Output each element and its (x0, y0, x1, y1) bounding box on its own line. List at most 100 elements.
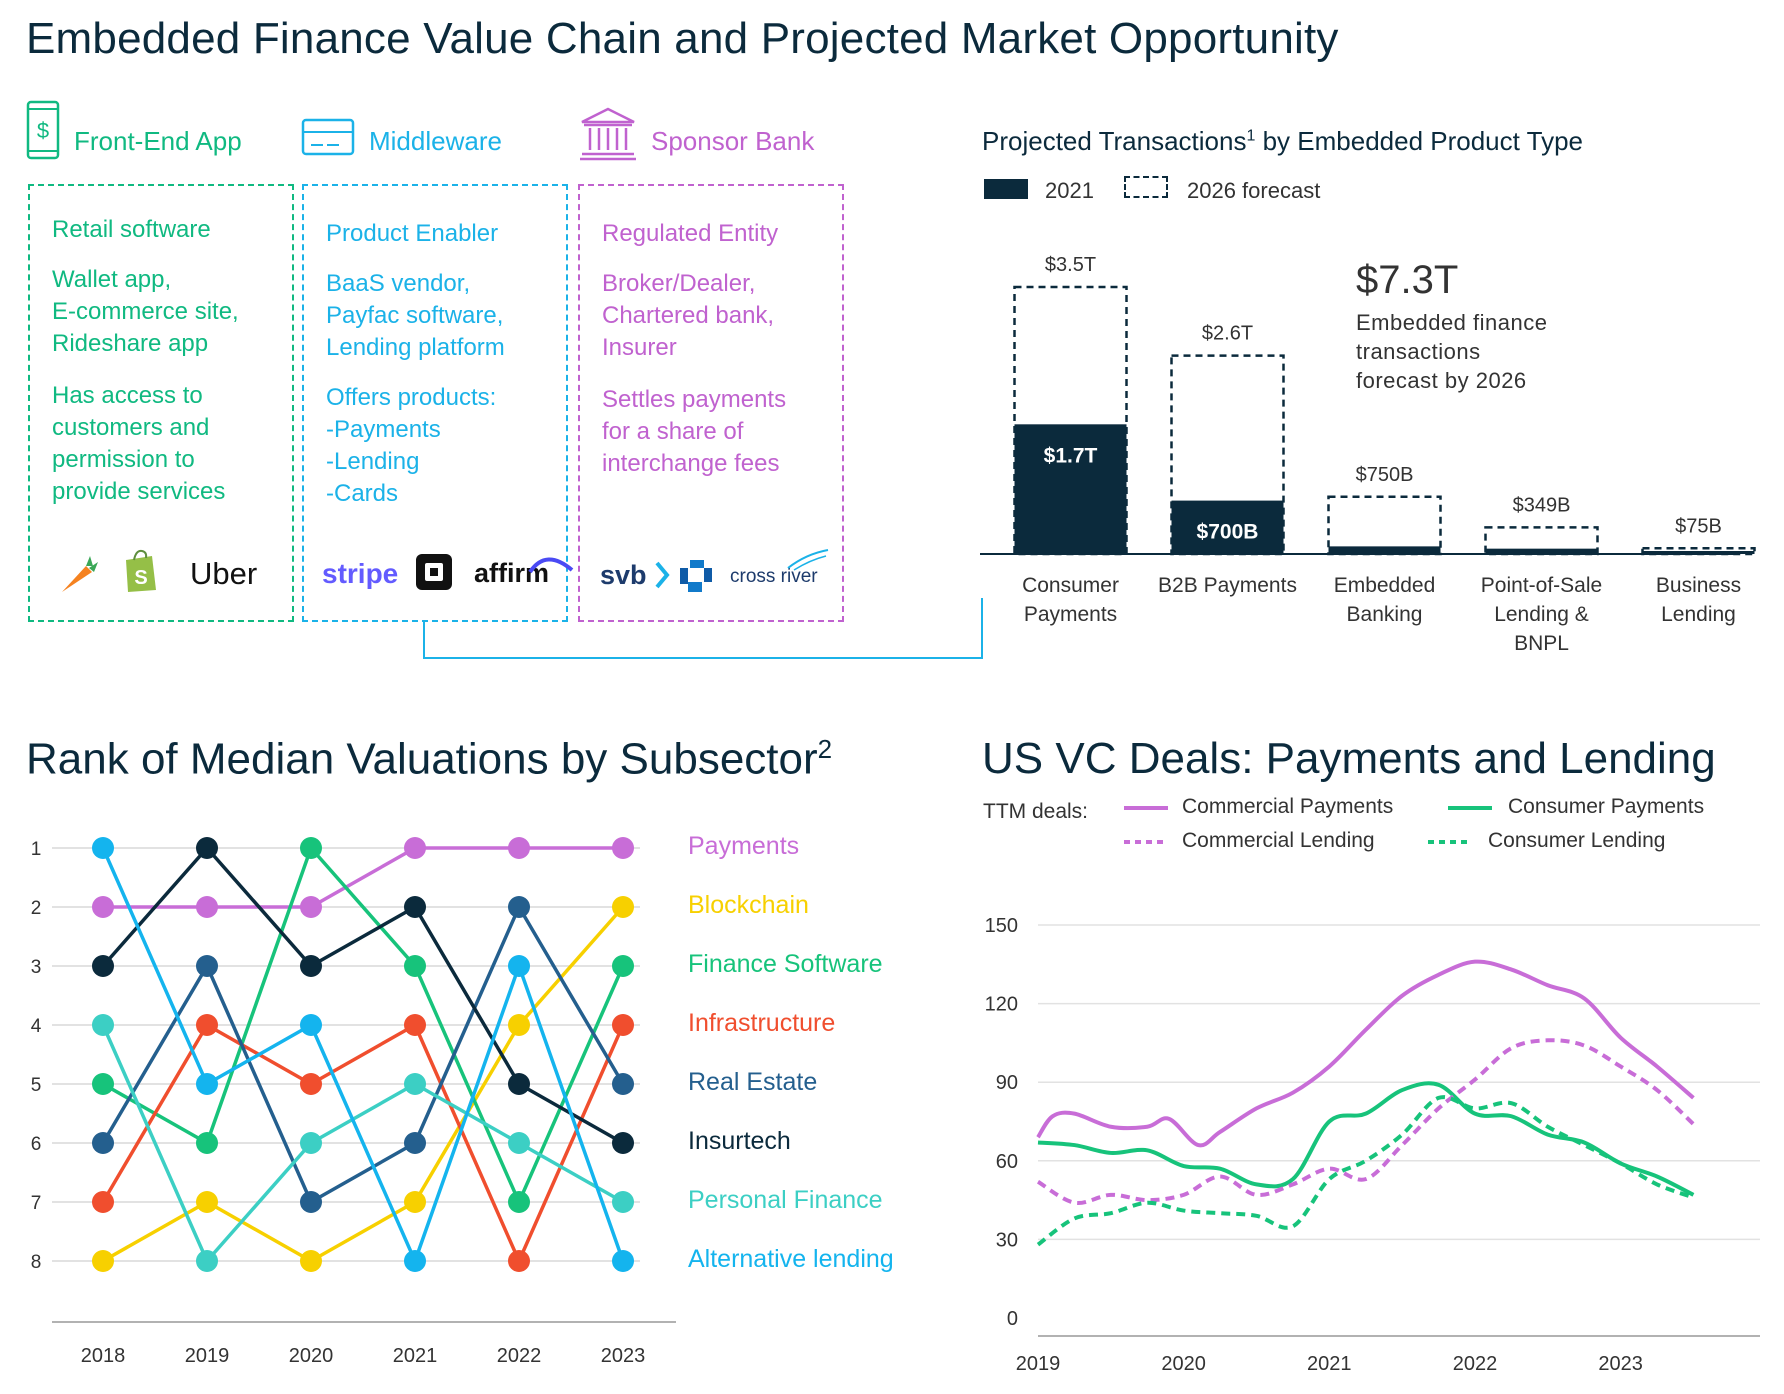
legend-2021-label: 2021 (1045, 178, 1094, 203)
vc-legend-swatch-consumer-payments (1448, 806, 1492, 810)
rank-point-infrastructure (612, 1014, 634, 1036)
sponsor-bank-role: Regulated Entity (602, 220, 779, 247)
rank-point-personal-finance (508, 1132, 530, 1154)
sponsor-bank-desc: Settles payments for a share of intercha… (602, 386, 787, 477)
rank-point-personal-finance (404, 1073, 426, 1095)
rank-point-personal-finance (92, 1014, 114, 1036)
svg-text:$: $ (37, 118, 49, 143)
rank-x-tick: 2022 (497, 1345, 542, 1367)
middleware-role: Product Enabler (326, 220, 499, 247)
vc-y-tick: 150 (985, 915, 1018, 937)
bar-category-label: Embedded Banking (1334, 574, 1436, 626)
rank-y-tick: 7 (31, 1193, 42, 1214)
rank-line-insurtech (101, 846, 624, 1145)
rank-point-alternative-lending (92, 837, 114, 859)
uber-logo: Uber (190, 556, 258, 591)
svb-logo: svb (600, 560, 647, 590)
rank-line-blockchain (102, 905, 625, 1263)
vc-y-tick: 120 (985, 994, 1018, 1016)
vc-chart: 0 30 60 90 120 150 2019 2020 2021 2022 2023 (985, 915, 1760, 1375)
rank-point-alternative-lending (404, 1250, 426, 1272)
card-icon (301, 118, 355, 156)
stripe-logo: stripe (322, 558, 399, 589)
bar-category-label: Point-of-Sale Lending & BNPL (1481, 574, 1602, 655)
rank-point-personal-finance (300, 1132, 322, 1154)
rank-y-tick: 3 (31, 957, 42, 978)
rank-point-payments (508, 837, 530, 859)
vc-x-tick: 2020 (1161, 1353, 1206, 1375)
bar-2026-label: $349B (1513, 494, 1571, 516)
sponsor-bank-examples: Broker/Dealer, Chartered bank, Insurer (602, 270, 775, 361)
bar-category-label: B2B Payments (1158, 574, 1297, 597)
bar-2021-point-of-sale-lending-bnpl (1485, 548, 1598, 554)
rank-y-tick: 4 (31, 1016, 42, 1037)
vc-legend-label-commercial-lending: Commercial Lending (1182, 829, 1375, 852)
rank-point-real-estate (196, 955, 218, 977)
rank-point-finance-software (404, 955, 426, 977)
rank-y-tick: 2 (31, 898, 42, 919)
rank-label-real-estate: Real Estate (688, 1068, 818, 1096)
rank-line-payments (103, 846, 623, 909)
rank-x-tick: 2020 (289, 1345, 334, 1367)
rank-x-tick: 2019 (185, 1345, 230, 1367)
rank-chart: 1 2 3 4 5 6 7 8 2018 2019 2020 2021 2022 2023 (31, 837, 676, 1367)
rank-line-alternative-lending (101, 847, 625, 1263)
rank-point-alternative-lending (196, 1073, 218, 1095)
vc-legend-swatch-commercial-lending (1124, 840, 1168, 844)
front-end-header: Front-End App (74, 126, 242, 156)
rank-point-real-estate (612, 1073, 634, 1095)
vc-line-commercial-lending (1036, 1038, 1695, 1206)
rank-point-real-estate (508, 896, 530, 918)
legend-2021-swatch (984, 179, 1028, 199)
vc-legend-prefix: TTM deals: (983, 800, 1089, 823)
rank-point-alternative-lending (612, 1250, 634, 1272)
rank-point-blockchain (508, 1014, 530, 1036)
carrot-logo (62, 556, 98, 592)
page-title: Embedded Finance Value Chain and Project… (26, 14, 1339, 63)
bar-category-label: Business Lending (1656, 574, 1741, 626)
bar-2026-label: $3.5T (1045, 254, 1096, 276)
rank-point-insurtech (404, 896, 426, 918)
rank-y-tick: 1 (31, 839, 42, 860)
bar-2021-embedded-banking (1328, 546, 1441, 554)
bar-2021-label: $1.7T (1044, 444, 1098, 467)
rank-point-payments (92, 896, 114, 918)
cross-river-logo: cross river (730, 566, 818, 587)
chase-octagon-logo (680, 560, 712, 592)
rank-point-finance-software (300, 837, 322, 859)
rank-label-blockchain: Blockchain (688, 891, 809, 919)
rank-point-infrastructure (404, 1014, 426, 1036)
rank-line-real-estate (101, 905, 625, 1204)
vc-chart-title: US VC Deals: Payments and Lending (982, 734, 1716, 783)
callout-value: $7.3T (1356, 258, 1459, 302)
front-end-box: Retail software Wallet app, E-commerce s… (28, 184, 294, 622)
vc-line-consumer-lending (1036, 1095, 1695, 1247)
rank-point-personal-finance (196, 1250, 218, 1272)
rank-label-insurtech: Insurtech (688, 1127, 791, 1155)
rank-point-payments (612, 837, 634, 859)
bank-building-icon (580, 107, 636, 161)
rank-x-tick: 2021 (393, 1345, 438, 1367)
sponsor-bank-header: Sponsor Bank (651, 126, 815, 156)
rank-y-tick: 6 (31, 1134, 42, 1155)
bar-2026-embedded-banking (1327, 495, 1442, 556)
vc-legend-swatch-commercial-payments (1124, 806, 1168, 810)
rank-point-finance-software (508, 1191, 530, 1213)
rank-point-blockchain (612, 896, 634, 918)
vc-legend-swatch-consumer-lending (1428, 840, 1472, 844)
rank-point-infrastructure (300, 1073, 322, 1095)
rank-point-payments (404, 837, 426, 859)
bar-2026-label: $75B (1675, 515, 1722, 537)
bar-chart: $3.5T $1.7T Consumer Payments $2.6T $700B B2B … (980, 254, 1756, 655)
vc-line-commercial-payments (1036, 959, 1695, 1148)
rank-point-insurtech (612, 1132, 634, 1154)
rank-point-infrastructure (508, 1250, 530, 1272)
rank-point-real-estate (404, 1132, 426, 1154)
square-logo (416, 554, 452, 590)
bar-2026-label: $750B (1356, 464, 1414, 486)
shopify-bag-logo: S (126, 549, 156, 592)
rank-label-personal-finance: Personal Finance (688, 1186, 883, 1214)
vc-legend-label-consumer-lending: Consumer Lending (1488, 829, 1666, 852)
bar-2021-consumer-payments (1014, 424, 1127, 554)
legend-2026-label: 2026 forecast (1187, 178, 1321, 203)
